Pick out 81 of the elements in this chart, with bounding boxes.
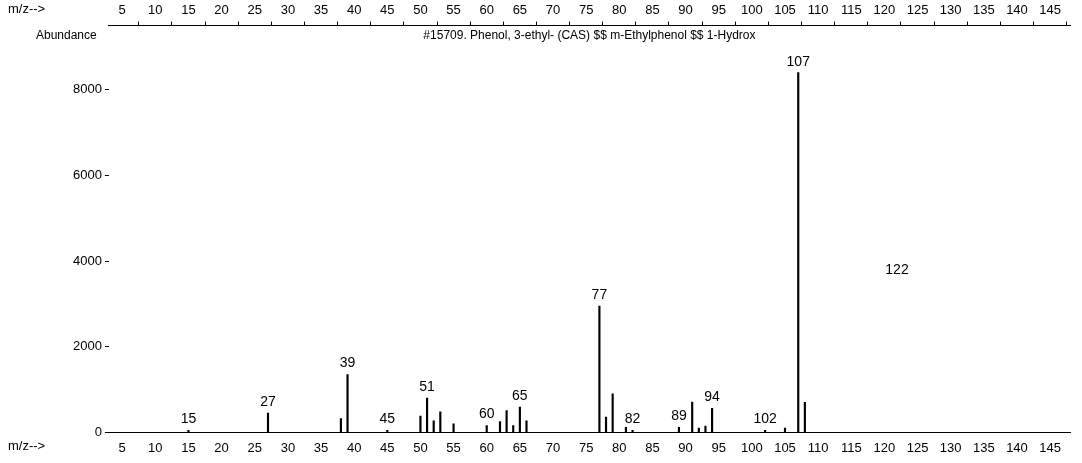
y-tick-label: 0 bbox=[94, 423, 102, 439]
x-tick-label: 145 bbox=[1039, 439, 1061, 455]
x2-tick-label: 10 bbox=[148, 2, 163, 18]
x2-axis-title: m/z--> bbox=[8, 1, 46, 16]
annotation: 15 bbox=[180, 410, 197, 427]
x2-tick-label: 40 bbox=[346, 2, 362, 18]
x2-tick-label: 140 bbox=[1006, 2, 1028, 18]
x-tick-label: 100 bbox=[741, 439, 763, 455]
annotation: 65 bbox=[512, 386, 528, 403]
x2-tick-label: 135 bbox=[972, 2, 995, 18]
annotation: 82 bbox=[624, 410, 641, 427]
y-tick-label: 4000 bbox=[73, 252, 102, 268]
x2-tick-label: 105 bbox=[774, 2, 796, 18]
x2-tick-label: 100 bbox=[741, 2, 763, 18]
x-tick-label: 125 bbox=[906, 439, 929, 455]
x-tick-label: 70 bbox=[545, 439, 561, 455]
x2-tick-label: 60 bbox=[479, 2, 494, 18]
y-tick-label: 6000 bbox=[73, 167, 102, 183]
x2-tick-label: 50 bbox=[413, 2, 428, 18]
x-tick-label: 40 bbox=[346, 439, 362, 455]
x-tick-label: 35 bbox=[313, 439, 329, 455]
x-tick-label: 30 bbox=[280, 439, 296, 455]
x2-tick-label: 120 bbox=[873, 2, 896, 18]
x-tick-label: 75 bbox=[578, 439, 594, 455]
x-tick-label: 5 bbox=[118, 439, 126, 455]
x-tick-label: 65 bbox=[512, 439, 528, 455]
y-tick-label: 2000 bbox=[73, 338, 102, 354]
x-tick-label: 80 bbox=[612, 439, 627, 455]
x2-tick-label: 130 bbox=[939, 2, 962, 18]
x-tick-label: 55 bbox=[446, 439, 461, 455]
y-axis-title: Abundance bbox=[36, 27, 97, 42]
annotation: 77 bbox=[591, 285, 608, 302]
x2-tick-label: 80 bbox=[612, 2, 627, 18]
x-tick-label: 50 bbox=[413, 439, 428, 455]
x-tick-label: 120 bbox=[873, 439, 896, 455]
chart-title: #15709. Phenol, 3-ethyl- (CAS) $$ m-Ethylphenol $$ 1-Hydrox bbox=[423, 27, 756, 42]
annotation: 51 bbox=[419, 378, 436, 394]
y-tick-label: 8000 bbox=[73, 81, 102, 97]
x-tick-label: 15 bbox=[181, 439, 196, 455]
x2-tick-label: 15 bbox=[181, 2, 196, 18]
x-tick-label: 85 bbox=[645, 439, 660, 455]
x-tick-label: 130 bbox=[939, 439, 962, 455]
x2-tick-label: 20 bbox=[214, 2, 229, 18]
x-tick-label: 140 bbox=[1006, 439, 1028, 455]
x-axis-title: m/z--> bbox=[8, 438, 46, 454]
annotation: 107 bbox=[786, 52, 811, 69]
x2-tick-label: 55 bbox=[446, 2, 461, 18]
x2-tick-label: 70 bbox=[545, 2, 561, 18]
x-tick-label: 110 bbox=[807, 439, 829, 455]
x2-tick-label: 85 bbox=[645, 2, 660, 18]
annotation: 122 bbox=[885, 260, 909, 277]
annotation: 45 bbox=[379, 410, 396, 427]
x-tick-label: 90 bbox=[678, 439, 693, 455]
x2-tick-label: 145 bbox=[1039, 2, 1061, 18]
x2-tick-label: 90 bbox=[678, 2, 693, 18]
x-tick-label: 95 bbox=[711, 439, 726, 455]
x2-tick-label: 125 bbox=[906, 2, 929, 18]
x2-tick-label: 35 bbox=[313, 2, 329, 18]
x-tick-label: 135 bbox=[972, 439, 995, 455]
x-tick-label: 45 bbox=[380, 439, 395, 455]
x-tick-label: 10 bbox=[148, 439, 163, 455]
annotation: 94 bbox=[704, 388, 721, 405]
x2-tick-label: 5 bbox=[118, 2, 126, 18]
x2-tick-label: 25 bbox=[247, 2, 262, 18]
x2-tick-label: 65 bbox=[512, 2, 528, 18]
annotation: 89 bbox=[671, 407, 687, 424]
x-tick-label: 105 bbox=[774, 439, 796, 455]
x2-tick-label: 75 bbox=[578, 2, 594, 18]
annotation: 102 bbox=[753, 410, 777, 427]
annotation: 27 bbox=[260, 392, 276, 409]
x2-tick-label: 45 bbox=[380, 2, 395, 18]
x2-tick-label: 95 bbox=[711, 2, 726, 18]
x-tick-label: 25 bbox=[247, 439, 262, 455]
x2-tick-label: 110 bbox=[807, 2, 829, 18]
x2-tick-label: 115 bbox=[840, 2, 862, 18]
annotation: 60 bbox=[478, 405, 495, 422]
x-tick-label: 20 bbox=[214, 439, 229, 455]
x2-tick-label: 30 bbox=[280, 2, 296, 18]
x-tick-label: 60 bbox=[479, 439, 494, 455]
x-tick-label: 115 bbox=[840, 439, 862, 455]
annotation: 39 bbox=[339, 354, 356, 371]
